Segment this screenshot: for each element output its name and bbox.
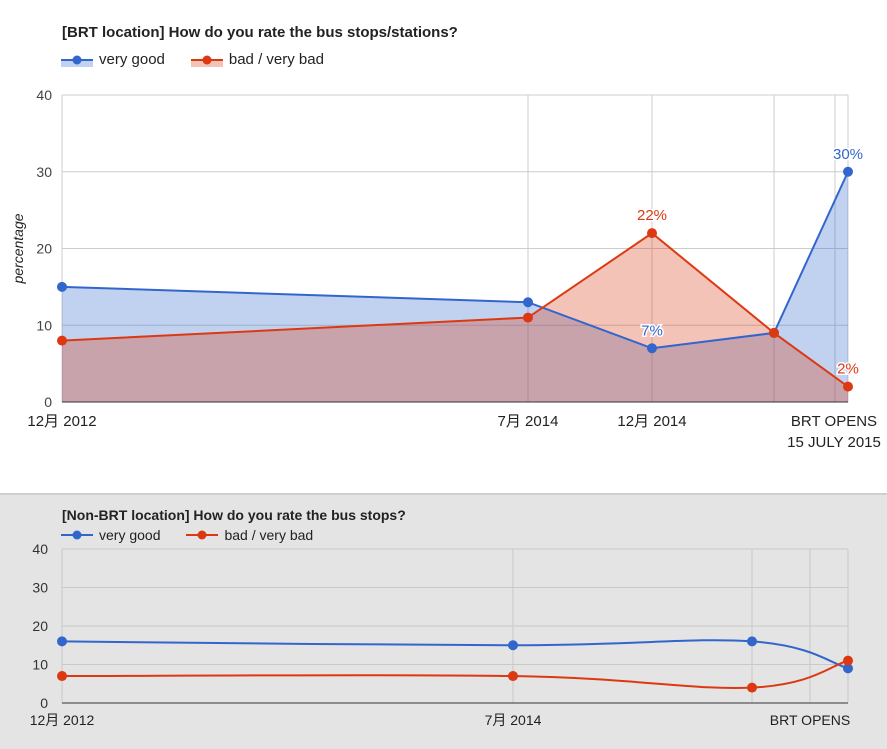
- y-tick-label: 30: [32, 580, 48, 596]
- data-point-1-1: [523, 312, 533, 323]
- series-line-1: [61, 659, 849, 689]
- y-tick-label: 30: [36, 164, 52, 180]
- data-point-0-1: [523, 297, 533, 308]
- legend-item-bad[interactable]: bad / very bad: [186, 527, 313, 543]
- legend-label-bad: bad / very bad: [224, 527, 314, 543]
- data-point-0-3: [843, 663, 853, 674]
- x-tick-label: 7月 2014: [485, 712, 542, 728]
- legend-item-bad[interactable]: bad / very bad: [190, 51, 324, 68]
- y-tick-label: 40: [32, 541, 48, 557]
- data-point-1-4: [843, 381, 853, 392]
- brt-chart-panel: [BRT location] How do you rate the bus s…: [10, 24, 881, 451]
- data-point-1-3: [843, 655, 853, 666]
- x-tick-label: 15 JULY 2015: [787, 434, 881, 451]
- x-tick-label: BRT OPENS: [770, 712, 850, 728]
- y-tick-label: 20: [36, 241, 52, 257]
- series-line-0: [61, 639, 849, 670]
- data-point-1-2: [747, 682, 757, 693]
- data-point-1-2: [647, 228, 657, 239]
- chart-legend: very good bad / very bad: [61, 527, 339, 543]
- non-brt-plot-area: 0 10 20 30 40 12月 2012 7月 2014 BRT OPENS: [30, 541, 853, 728]
- data-point-0-2: [747, 636, 757, 647]
- legend-item-very-good[interactable]: very good: [61, 527, 160, 543]
- data-point-0-4: [843, 166, 853, 177]
- data-label: 7%: [641, 322, 663, 339]
- data-point-0-0: [57, 636, 67, 647]
- legend-swatch-very-good: [61, 530, 93, 540]
- y-tick-label: 0: [40, 695, 48, 711]
- y-axis-title: percentage: [10, 213, 26, 284]
- data-point-0-2: [647, 343, 657, 354]
- brt-plot-area: 0 10 20 30 40 percentage 7% 30% 22% 2% 12月 2012 7月 …: [10, 87, 881, 451]
- legend-item-very-good[interactable]: very good: [61, 51, 165, 68]
- data-point-0-1: [508, 640, 518, 651]
- y-tick-label: 10: [32, 657, 48, 673]
- data-label: 22%: [637, 207, 667, 224]
- y-tick-label: 10: [36, 317, 52, 333]
- legend-label-very-good: very good: [99, 51, 165, 68]
- data-label: 30%: [833, 146, 863, 163]
- chart-title: [BRT location] How do you rate the bus s…: [62, 24, 458, 41]
- chart-title: [Non-BRT location] How do you rate the b…: [62, 507, 406, 523]
- data-point-1-0: [57, 335, 67, 346]
- legend-label-bad: bad / very bad: [228, 51, 324, 68]
- x-tick-label: 7月 2014: [498, 413, 559, 430]
- legend-swatch-very-good: [61, 55, 93, 67]
- legend-swatch-bad: [190, 55, 223, 67]
- legend-swatch-bad: [186, 530, 219, 540]
- data-point-1-0: [57, 671, 67, 682]
- y-tick-label: 20: [32, 618, 48, 634]
- x-tick-label: 12月 2014: [617, 413, 686, 430]
- data-point-1-1: [508, 671, 518, 682]
- x-tick-label: 12月 2012: [30, 712, 95, 728]
- series-area-0: [62, 171, 848, 402]
- x-tick-label: 12月 2012: [27, 413, 96, 430]
- data-point-0-0: [57, 281, 67, 292]
- data-point-1-3: [769, 327, 779, 338]
- data-label: 2%: [837, 361, 859, 378]
- legend-label-very-good: very good: [99, 527, 161, 543]
- series-area-1: [62, 233, 848, 402]
- non-brt-chart-panel: [Non-BRT location] How do you rate the b…: [0, 493, 887, 749]
- y-tick-label: 40: [36, 87, 52, 103]
- chart-legend: very good bad / very bad: [61, 51, 350, 68]
- y-tick-label: 0: [44, 394, 52, 410]
- x-tick-label: BRT OPENS: [791, 413, 877, 430]
